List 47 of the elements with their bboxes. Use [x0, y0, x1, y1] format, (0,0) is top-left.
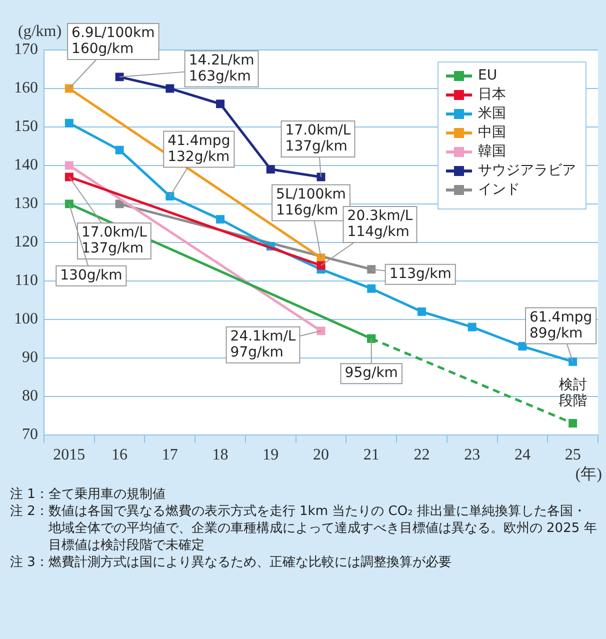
- annotation: 6.9L/100km 160g/km: [72, 25, 155, 58]
- annotation: 20.3km/L 114g/km: [347, 208, 413, 240]
- y-tick-label: 90: [22, 349, 38, 366]
- y-tick-label: 110: [14, 272, 38, 290]
- x-tick-label: 24: [514, 446, 530, 464]
- annotation: 5L/100km 116g/km: [276, 186, 346, 218]
- y-tick-label: 150: [14, 118, 38, 136]
- text: 注 1：全て乗用車の規制値: [10, 486, 166, 503]
- y-tick-label: 170: [14, 41, 38, 58]
- text: 注 3：燃費計測方式は国により異なるため、正確な比較には調整換算が必要: [10, 554, 452, 571]
- annotation: 130g/km: [60, 268, 122, 284]
- legend-label: 日本: [478, 86, 506, 103]
- y-tick-label: 160: [14, 80, 38, 97]
- x-tick-label: 21: [363, 446, 380, 464]
- legend-label: EU: [478, 68, 498, 84]
- y-tick-label: 70: [22, 426, 38, 444]
- annotation: 61.4mpg 89g/km: [530, 309, 592, 342]
- legend-label: サウジアラビア: [478, 162, 576, 179]
- y-tick-label: 80: [22, 388, 38, 405]
- x-tick-label: 22: [414, 446, 430, 464]
- y-tick-label: 140: [14, 156, 38, 174]
- text: 注 2：数値は各国で異なる燃費の表示方式を走行 1km 当たりの CO₂ 排出量に単純換算した各国・地域全体での平均値で、企業の車種構成によって達成すべき目標値は異なる。欧州の 2025 年目標値は検討段階で未確定: [10, 503, 598, 554]
- annotation: 17.0km/L 137g/km: [285, 122, 351, 155]
- y-tick-label: 100: [14, 310, 38, 328]
- annotation: 24.1km/L 97g/km: [230, 328, 296, 361]
- annotation: 95g/km: [344, 365, 398, 382]
- x-tick-label: 17: [162, 446, 178, 464]
- legend-label: 韓国: [478, 144, 506, 160]
- annotation: 41.4mpg 132g/km: [168, 132, 230, 165]
- legend-label: 中国: [478, 124, 506, 141]
- x-tick-label: 19: [262, 446, 279, 464]
- legend-label: インド: [478, 182, 520, 198]
- x-tick-label: 2015: [53, 446, 86, 464]
- annotation: 17.0km/L 137g/km: [81, 224, 148, 257]
- y-tick-label: 120: [14, 234, 38, 251]
- x-tick-label: 16: [112, 446, 128, 464]
- x-tick-label: 18: [212, 446, 228, 464]
- annotation: 14.2L/km 163g/km: [188, 52, 254, 85]
- x-tick-label: 20: [313, 446, 329, 464]
- annotation: 113g/km: [389, 266, 452, 282]
- x-axis-title: (年): [575, 466, 602, 483]
- x-tick-label: 23: [464, 446, 480, 464]
- annotation: 検討段階: [558, 376, 587, 409]
- x-tick-label: 25: [564, 446, 581, 464]
- legend-label: 米国: [478, 106, 506, 122]
- y-axis-title: (g/km): [18, 23, 62, 40]
- y-tick-label: 130: [14, 195, 38, 212]
